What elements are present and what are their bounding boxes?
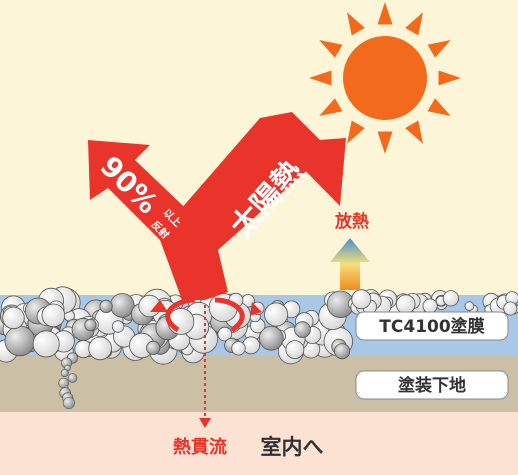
sun-ray <box>319 40 343 58</box>
sun-ray <box>427 98 451 116</box>
bubble <box>231 341 246 356</box>
sun-ray <box>347 120 365 144</box>
bubble <box>242 336 261 355</box>
reflect-arrow <box>88 140 205 300</box>
bubble <box>84 318 97 332</box>
bubble <box>110 293 135 318</box>
curl-arrow-head <box>250 302 262 316</box>
bubble <box>442 290 459 307</box>
solar-arrow <box>180 112 330 300</box>
bubble <box>111 320 125 333</box>
bubble <box>294 321 311 338</box>
bubble <box>88 336 112 361</box>
sun-ray <box>347 12 365 36</box>
bubble <box>32 330 60 358</box>
bubble <box>41 303 66 328</box>
bubble <box>258 325 284 351</box>
sun-ray <box>438 70 461 86</box>
sun-ray <box>377 131 393 154</box>
sun-ray <box>405 120 423 144</box>
label-box <box>355 311 509 341</box>
heat-release-label: 放熱 <box>334 211 369 232</box>
bubble <box>395 294 416 315</box>
heat-flow-head <box>199 418 211 428</box>
indoor-area <box>0 412 518 475</box>
bubble <box>351 289 372 310</box>
bubble <box>99 299 113 313</box>
sun-ray <box>309 70 332 86</box>
base-label: 塗装下地 <box>398 375 466 396</box>
bubble <box>285 340 305 360</box>
sun-ray <box>319 98 343 116</box>
bubble <box>146 340 161 355</box>
curl-arrow <box>214 297 245 333</box>
bubble <box>422 298 438 314</box>
bubble <box>217 326 233 342</box>
label-box <box>355 370 509 400</box>
sun-ray <box>377 2 393 25</box>
bubble <box>67 373 78 383</box>
bubble <box>60 368 69 378</box>
bubble <box>62 396 75 410</box>
sun <box>309 2 461 154</box>
indoor-label: 室内へ <box>261 435 324 459</box>
bubble <box>264 302 289 327</box>
heat-release-arrow <box>330 238 370 290</box>
bubble <box>4 325 36 357</box>
coating-label: TC4100塗膜 <box>379 316 484 337</box>
bubble <box>503 301 518 316</box>
sun-ray <box>427 40 451 58</box>
heat-flow-label: 熱貫流 <box>173 436 227 458</box>
bubble <box>464 301 475 311</box>
curl-arrow <box>165 297 196 333</box>
solar-arrow-head <box>278 138 346 206</box>
sun-ray <box>405 12 423 36</box>
bubble <box>2 306 25 330</box>
bubble <box>334 343 351 360</box>
curl-arrow-head <box>150 300 168 312</box>
